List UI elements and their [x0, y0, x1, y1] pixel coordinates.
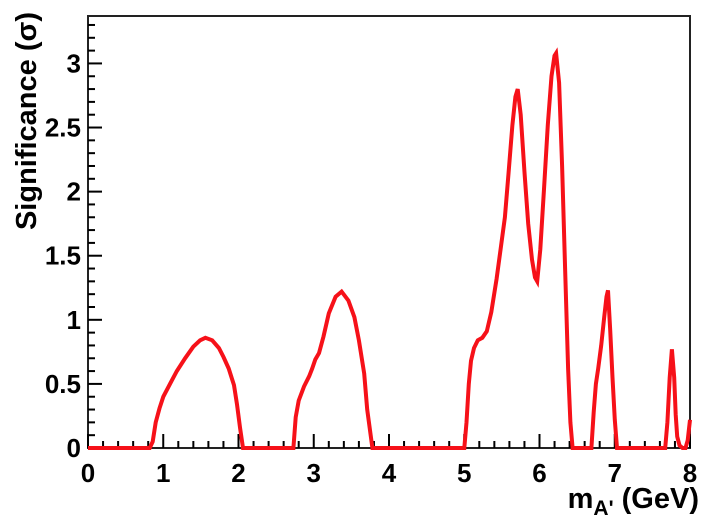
plot-frame [87, 15, 691, 449]
x-axis-title-main: m [568, 483, 594, 515]
y-axis: 0 0.5 1 1.5 2 2.5 3 [45, 23, 102, 463]
x-tick-label: 4 [382, 458, 397, 488]
x-tick-label: 8 [683, 458, 697, 488]
x-axis-title: mA' (GeV) [568, 483, 699, 520]
x-axis: 0 1 2 3 4 5 6 7 8 [81, 434, 697, 488]
x-tick-label: 5 [457, 458, 471, 488]
x-tick-label: 1 [156, 458, 170, 488]
y-tick-label: 1 [67, 305, 81, 335]
x-tick-label: 7 [608, 458, 622, 488]
y-tick-label: 2 [67, 177, 81, 207]
x-axis-title-subscript: A' [593, 497, 613, 520]
y-tick-label: 0 [67, 433, 81, 463]
significance-curve [88, 47, 692, 450]
y-tick-label: 1.5 [45, 241, 81, 271]
x-tick-label: 6 [532, 458, 546, 488]
y-axis-title: Significance (σ) [11, 12, 43, 230]
x-axis-title-units: (GeV) [614, 483, 699, 515]
y-tick-label: 3 [67, 48, 81, 78]
x-tick-label: 3 [307, 458, 321, 488]
x-tick-label: 2 [231, 458, 245, 488]
curve-layer [88, 47, 692, 450]
x-tick-label: 0 [81, 458, 95, 488]
y-tick-label: 0.5 [45, 369, 81, 399]
y-tick-label: 2.5 [45, 113, 81, 143]
frame-rect [87, 15, 691, 449]
